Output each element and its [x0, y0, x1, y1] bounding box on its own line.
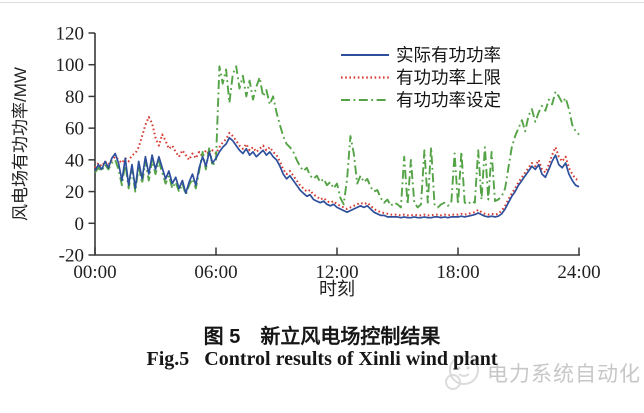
plot-line-active-power-setting: [94, 65, 580, 209]
watermark-logo-icon: [445, 355, 479, 390]
legend-item-actual-power: 实际有功功率: [341, 45, 501, 65]
figure-caption-chinese: 图 5 新立风电场控制结果: [203, 326, 441, 348]
y-tick-label: 120: [56, 24, 85, 45]
x-tick-label: 06:00: [194, 262, 237, 283]
plot-line-active-power-upper-limit: [94, 116, 580, 217]
x-axis-title: 时刻: [319, 279, 355, 299]
x-tick-label: 00:00: [73, 262, 116, 283]
axis-frame: [94, 33, 580, 256]
y-tick-label: 80: [65, 87, 84, 108]
watermark-text: 电力系统自动化: [487, 363, 641, 386]
y-axis-ticks: -20 0 20 40 60 80 100 120: [56, 24, 95, 267]
legend-label: 实际有功功率: [396, 45, 501, 65]
x-tick-label: 18:00: [436, 262, 479, 283]
x-axis-ticks: 00:00 06:00 12:00 18:00 24:00: [73, 247, 601, 283]
site-watermark: 电力系统自动化: [441, 352, 641, 394]
wind-power-line-chart: -20 0 20 40 60 80 100 120 00:00 06:00 12:00 18:00 2…: [11, 24, 601, 300]
plot-lines: [94, 65, 580, 219]
y-tick-label: 40: [65, 150, 84, 171]
y-tick-label: 0: [75, 214, 85, 235]
x-tick-label: 24:00: [557, 262, 600, 283]
page-top-divider: [0, 2, 644, 3]
legend-item-upper-limit: 有功功率上限: [341, 68, 501, 88]
chart-legend: 实际有功功率 有功功率上限 有功功率设定: [341, 45, 501, 110]
y-tick-label: 100: [56, 55, 85, 76]
plot-line-actual-active-power: [94, 136, 580, 219]
y-tick-label: 20: [65, 182, 84, 203]
legend-label: 有功功率上限: [396, 68, 501, 88]
y-tick-label: -20: [59, 246, 84, 267]
legend-item-power-setting: 有功功率设定: [341, 90, 501, 110]
figure-caption-english: Fig.5 Control results of Xinli wind plan…: [146, 348, 498, 370]
legend-label: 有功功率设定: [396, 90, 501, 110]
y-tick-label: 60: [65, 119, 84, 140]
y-axis-title: 风电场有功功率/MW: [11, 67, 30, 221]
x-tick-label: 12:00: [315, 262, 358, 283]
